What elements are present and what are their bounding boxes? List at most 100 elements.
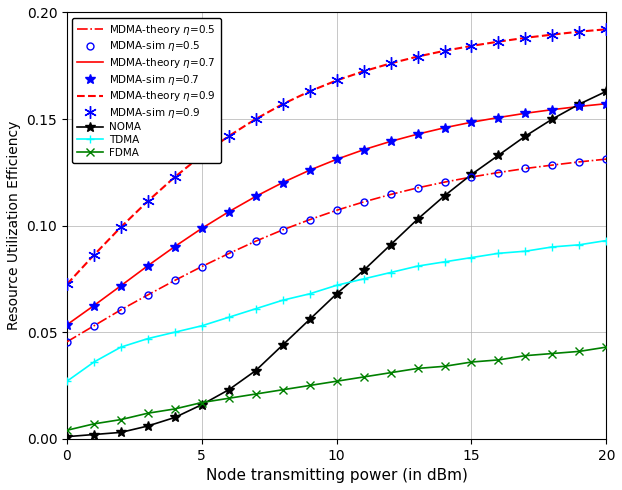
MDMA-sim $\eta$=0.9 <box>333 77 340 83</box>
TDMA <box>441 259 448 265</box>
TDMA <box>279 297 287 303</box>
MDMA-theory $\eta$=0.9 <box>468 43 475 49</box>
MDMA-theory $\eta$=0.9 <box>575 29 583 35</box>
MDMA-theory $\eta$=0.7 <box>306 167 313 173</box>
MDMA-sim $\eta$=0.9 <box>468 43 475 49</box>
NOMA <box>117 429 124 435</box>
MDMA-theory $\eta$=0.9 <box>63 281 71 287</box>
MDMA-theory $\eta$=0.7 <box>63 322 71 328</box>
MDMA-theory $\eta$=0.5 <box>575 159 583 165</box>
MDMA-theory $\eta$=0.9 <box>117 224 124 230</box>
MDMA-sim $\eta$=0.5 <box>333 207 340 213</box>
NOMA <box>279 342 287 348</box>
MDMA-theory $\eta$=0.5 <box>90 323 98 329</box>
MDMA-sim $\eta$=0.5 <box>225 250 233 256</box>
MDMA-theory $\eta$=0.9 <box>252 116 259 122</box>
Line: TDMA: TDMA <box>63 236 610 386</box>
MDMA-theory $\eta$=0.9 <box>171 174 179 180</box>
MDMA-sim $\eta$=0.5 <box>494 170 502 175</box>
MDMA-sim $\eta$=0.9 <box>387 60 394 66</box>
MDMA-sim $\eta$=0.7 <box>522 110 529 116</box>
MDMA-theory $\eta$=0.9 <box>90 252 98 258</box>
FDMA <box>63 427 71 433</box>
MDMA-theory $\eta$=0.5 <box>387 192 394 197</box>
FDMA <box>575 348 583 354</box>
FDMA <box>225 395 233 401</box>
TDMA <box>468 255 475 261</box>
MDMA-sim $\eta$=0.7 <box>441 125 448 131</box>
MDMA-sim $\eta$=0.7 <box>225 209 233 215</box>
NOMA <box>333 291 340 297</box>
NOMA <box>549 116 556 122</box>
MDMA-theory $\eta$=0.9 <box>603 26 610 32</box>
Legend: MDMA-theory $\eta$=0.5, MDMA-sim $\eta$=0.5, MDMA-theory $\eta$=0.7, MDMA-sim $\: MDMA-theory $\eta$=0.5, MDMA-sim $\eta$=… <box>72 18 221 163</box>
MDMA-sim $\eta$=0.5 <box>90 323 98 329</box>
FDMA <box>468 359 475 365</box>
MDMA-theory $\eta$=0.7 <box>171 244 179 249</box>
TDMA <box>225 314 233 320</box>
NOMA <box>603 88 610 94</box>
FDMA <box>279 387 287 392</box>
MDMA-theory $\eta$=0.5 <box>225 250 233 256</box>
MDMA-theory $\eta$=0.9 <box>494 39 502 45</box>
MDMA-theory $\eta$=0.5 <box>333 207 340 213</box>
Line: NOMA: NOMA <box>62 86 611 441</box>
NOMA <box>171 415 179 420</box>
MDMA-sim $\eta$=0.7 <box>603 101 610 107</box>
MDMA-sim $\eta$=0.9 <box>603 26 610 32</box>
MDMA-theory $\eta$=0.5 <box>522 166 529 171</box>
MDMA-theory $\eta$=0.5 <box>549 162 556 168</box>
FDMA <box>252 391 259 397</box>
MDMA-sim $\eta$=0.9 <box>90 252 98 258</box>
MDMA-theory $\eta$=0.5 <box>198 264 205 270</box>
MDMA-theory $\eta$=0.9 <box>225 133 233 139</box>
MDMA-sim $\eta$=0.5 <box>575 159 583 165</box>
MDMA-sim $\eta$=0.5 <box>603 156 610 162</box>
NOMA <box>360 268 368 273</box>
MDMA-theory $\eta$=0.7 <box>468 119 475 125</box>
NOMA <box>414 216 421 222</box>
MDMA-theory $\eta$=0.5 <box>494 170 502 175</box>
TDMA <box>387 270 394 275</box>
MDMA-sim $\eta$=0.7 <box>575 103 583 109</box>
NOMA <box>144 423 152 429</box>
NOMA <box>468 172 475 177</box>
MDMA-theory $\eta$=0.9 <box>198 152 205 158</box>
FDMA <box>333 378 340 384</box>
MDMA-sim $\eta$=0.5 <box>468 174 475 180</box>
FDMA <box>360 374 368 380</box>
NOMA <box>252 368 259 373</box>
MDMA-sim $\eta$=0.9 <box>575 29 583 35</box>
NOMA <box>198 402 205 408</box>
MDMA-theory $\eta$=0.7 <box>575 103 583 109</box>
TDMA <box>306 291 313 297</box>
X-axis label: Node transmitting power (in dBm): Node transmitting power (in dBm) <box>206 468 468 483</box>
FDMA <box>90 421 98 427</box>
MDMA-theory $\eta$=0.7 <box>279 180 287 186</box>
MDMA-sim $\eta$=0.7 <box>198 225 205 231</box>
MDMA-theory $\eta$=0.9 <box>333 77 340 83</box>
MDMA-theory $\eta$=0.7 <box>144 263 152 269</box>
MDMA-theory $\eta$=0.7 <box>603 101 610 107</box>
MDMA-sim $\eta$=0.9 <box>63 281 71 287</box>
FDMA <box>198 400 205 406</box>
MDMA-sim $\eta$=0.5 <box>279 227 287 233</box>
NOMA <box>441 193 448 199</box>
MDMA-theory $\eta$=0.9 <box>306 88 313 94</box>
MDMA-sim $\eta$=0.5 <box>171 277 179 283</box>
TDMA <box>90 359 98 365</box>
MDMA-sim $\eta$=0.7 <box>117 283 124 289</box>
MDMA-sim $\eta$=0.7 <box>494 115 502 121</box>
MDMA-sim $\eta$=0.9 <box>198 152 205 158</box>
MDMA-theory $\eta$=0.7 <box>441 125 448 131</box>
FDMA <box>387 370 394 376</box>
MDMA-sim $\eta$=0.7 <box>144 263 152 269</box>
Line: MDMA-theory $\eta$=0.9: MDMA-theory $\eta$=0.9 <box>67 29 606 284</box>
MDMA-theory $\eta$=0.7 <box>117 283 124 289</box>
MDMA-theory $\eta$=0.5 <box>603 156 610 162</box>
MDMA-theory $\eta$=0.5 <box>144 292 152 298</box>
TDMA <box>198 323 205 329</box>
NOMA <box>387 242 394 248</box>
FDMA <box>441 364 448 369</box>
NOMA <box>225 387 233 392</box>
